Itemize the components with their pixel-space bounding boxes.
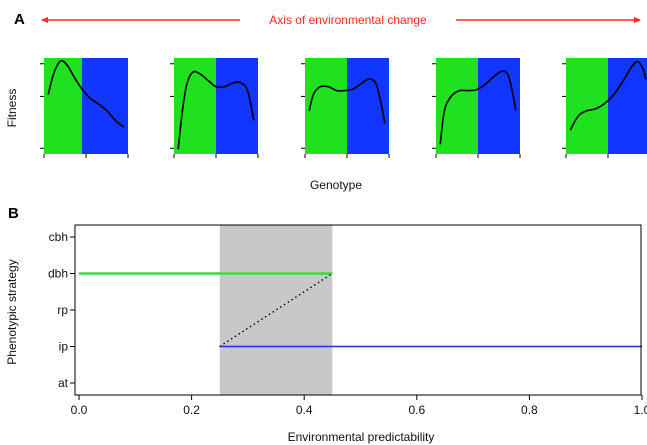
env-change-label: Axis of environmental change bbox=[269, 13, 427, 27]
fitness-panel-3 bbox=[301, 58, 390, 158]
panel-b-xlabel: Environmental predictability bbox=[288, 430, 435, 444]
x-tick-label: 1.0 bbox=[634, 403, 647, 417]
y-tick-label-cbh: cbh bbox=[49, 230, 68, 244]
fitness-curve bbox=[439, 70, 517, 145]
environment-1-region bbox=[436, 58, 478, 154]
fitness-panel-4 bbox=[432, 58, 521, 158]
y-tick-label-ip: ip bbox=[59, 340, 69, 354]
fitness-curve bbox=[177, 70, 255, 150]
panel-b-label: B bbox=[8, 205, 19, 222]
fitness-curve bbox=[47, 59, 125, 128]
panel-a-xlabel: Genotype bbox=[310, 178, 362, 192]
environment-1-region bbox=[305, 58, 347, 154]
panel-a-plots bbox=[40, 58, 647, 158]
y-tick-label-at: at bbox=[58, 376, 69, 390]
y-tick-label-dbh: dbh bbox=[48, 267, 68, 281]
intermediate-predictability-region bbox=[219, 225, 333, 395]
x-tick-label: 0.6 bbox=[408, 403, 425, 417]
panel-a-ylabel: Fitness bbox=[5, 89, 19, 128]
x-tick-label: 0.2 bbox=[183, 403, 200, 417]
fitness-curve bbox=[308, 78, 386, 124]
panel-a-label: A bbox=[14, 11, 25, 28]
x-tick-label: 0.8 bbox=[521, 403, 538, 417]
fitness-panel-1 bbox=[40, 58, 129, 158]
panel-b-ylabel: Phenotypic strategy bbox=[5, 259, 19, 364]
fitness-panel-2 bbox=[170, 58, 259, 158]
environment-2-region bbox=[81, 58, 128, 154]
environment-2-region bbox=[478, 58, 520, 154]
panel-b-frame bbox=[74, 224, 642, 396]
fitness-panel-5 bbox=[562, 58, 647, 158]
x-tick-label: 0.0 bbox=[71, 403, 88, 417]
y-tick-label-rp: rp bbox=[57, 303, 68, 317]
environment-2-region bbox=[347, 58, 389, 154]
fitness-curve bbox=[569, 60, 647, 131]
panel-b-plot: at ip rp dbh cbh 0.0 0.2 0.4 0.6 0.8 1.0 bbox=[48, 224, 647, 417]
x-tick-label: 0.4 bbox=[296, 403, 313, 417]
environment-1-region bbox=[174, 58, 216, 154]
environment-1-region bbox=[44, 58, 82, 154]
